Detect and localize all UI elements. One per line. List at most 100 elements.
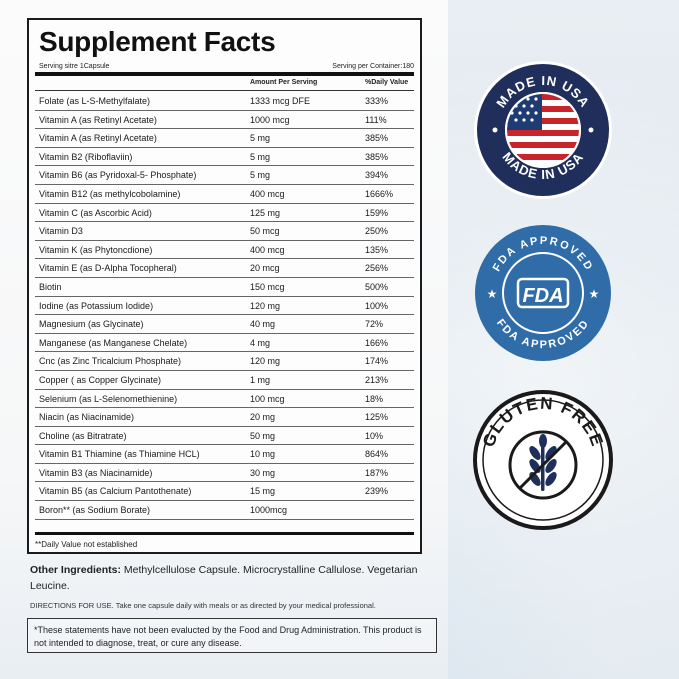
prohibition-circle-icon [508, 430, 578, 500]
nutrient-amount: 1 mg [250, 374, 271, 385]
table-row: Iodine (as Potassium Iodide) 120 mg 100% [35, 297, 414, 316]
made-in-usa-badge: MADE IN USA MADE IN USA [472, 59, 614, 201]
directions-text: Take one capsule daily with meals or as … [113, 601, 376, 610]
table-row: Vitamin B5 (as Calcium Pantothenate) 15 m… [35, 482, 414, 502]
nutrient-daily-value: 187% [365, 467, 389, 478]
nutrient-daily-value: 385% [365, 151, 389, 162]
nutrient-amount: 400 mcg [250, 244, 285, 255]
nutrient-daily-value: 100% [365, 300, 389, 311]
table-row: Folate (as L-S-Methylfalate) 1333 mcg DFE… [35, 92, 414, 111]
nutrient-name: Vitamin K (as Phytoncdione) [39, 244, 153, 255]
nutrient-amount: 10 mg [250, 449, 276, 460]
nutrient-amount: 5 mg [250, 133, 271, 144]
table-row: Vitamin K (as Phytoncdione) 400 mcg 135% [35, 241, 414, 260]
nutrient-amount: 5 mg [250, 170, 271, 181]
nutrient-amount: 20 mg [250, 412, 276, 423]
other-ingredients-label: Other Ingredients: [30, 564, 122, 576]
nutrient-name: Copper ( as Copper Glycinate) [39, 374, 162, 385]
directions-label: DIRECTIONS FOR USE. [30, 601, 114, 610]
table-row: Vitamin B2 (Riboflaviin) 5 mg 385% [35, 148, 414, 167]
nutrient-daily-value: 256% [365, 263, 389, 274]
nutrient-name: Vitamin E (as D-Alpha Tocopheral) [39, 263, 177, 274]
nutrient-name: Niacin (as Niacinamide) [39, 412, 135, 423]
nutrient-amount: 1000 mcg [250, 114, 290, 125]
nutrient-daily-value: 72% [365, 319, 384, 330]
nutrient-name: Choline (as Bitratrate) [39, 430, 127, 441]
nutrient-name: Selenium (as L-Selenomethienine) [39, 393, 178, 404]
fda-approved-seal-icon: FDA ★ ★ FDA APPROVED FDA APPROVED [475, 225, 611, 361]
table-row: Vitamin B1 Thiamine (as Thiamine HCL) 10 … [35, 445, 414, 464]
nutrient-daily-value: 159% [365, 207, 389, 218]
table-row: Selenium (as L-Selenomethienine) 100 mcg 1… [35, 390, 414, 409]
footnote-divider [35, 532, 414, 535]
table-row: Vitamin A (as Retinyl Acetate) 1000 mcg 11… [35, 111, 414, 130]
nutrient-daily-value: 111% [365, 114, 387, 125]
nutrient-amount: 50 mg [250, 430, 276, 441]
nutrient-amount: 150 mcg [250, 281, 285, 292]
nutrient-daily-value: 333% [365, 96, 389, 106]
made-in-usa-seal-icon: MADE IN USA MADE IN USA [474, 61, 612, 199]
nutrient-name: Iodine (as Potassium Iodide) [39, 300, 154, 311]
nutrient-name: Cnc (as Zinc Tricalcium Phosphate) [39, 356, 182, 367]
supplement-facts-panel: Supplement Facts Serving sitre 1Capsule … [27, 18, 422, 554]
nutrient-daily-value: 250% [365, 226, 389, 237]
nutrient-amount: 5 mg [250, 151, 271, 162]
table-row: Manganese (as Manganese Chelate) 4 mg 166% [35, 334, 414, 353]
nutrient-amount: 400 mcg [250, 188, 285, 199]
nutrient-name: Vitamin A (as Retinyl Acetate) [39, 114, 157, 125]
gluten-free-seal-icon: GLUTEN FREE [473, 390, 613, 530]
serving-per-container: Serving per Container:180 [332, 63, 414, 70]
nutrient-name: Vitamin B2 (Riboflaviin) [39, 151, 133, 162]
star-icon-left: ★ [487, 287, 498, 301]
star-icon-right: ★ [589, 287, 600, 301]
nutrient-daily-value: 135% [365, 244, 389, 255]
nutrient-amount: 100 mcg [250, 393, 285, 404]
amount-header: Amount Per Serving [250, 79, 318, 86]
nutrient-amount: 20 mcg [250, 263, 280, 274]
nutrient-name: Vitamin D3 [39, 226, 83, 237]
nutrient-name: Manganese (as Manganese Chelate) [39, 337, 188, 348]
nutrient-daily-value: 125% [365, 412, 389, 423]
table-row: Cnc (as Zinc Tricalcium Phosphate) 120 mg… [35, 352, 414, 371]
other-ingredients-text: Methylcellulose Capsule. Microcrystallin… [30, 564, 418, 592]
table-row: Vitamin C (as Ascorbic Acid) 125 mg 159% [35, 204, 414, 223]
table-row: Vitamin D3 50 mcg 250% [35, 222, 414, 241]
facts-title: Supplement Facts [39, 26, 276, 57]
nutrient-name: Magnesium (as Glycinate) [39, 319, 144, 330]
nutrient-name: Folate (as L-S-Methylfalate) [39, 96, 151, 106]
table-row: Vitamin B6 (as Pyridoxal-5- Phosphate) 5 … [35, 166, 414, 185]
nutrient-name: Vitamin A (as Retinyl Acetate) [39, 133, 157, 144]
fda-approved-badge: FDA ★ ★ FDA APPROVED FDA APPROVED [472, 222, 614, 364]
nutrient-daily-value: 864% [365, 449, 389, 460]
nutrient-amount: 125 mg [250, 207, 281, 218]
nutrient-amount: 40 mg [250, 319, 276, 330]
table-row: Vitamin B12 (as methylcobolamine) 400 mcg… [35, 185, 414, 204]
nutrient-name: Vitamin B5 (as Calcium Pantothenate) [39, 486, 192, 497]
nutrient-name: Vitamin B6 (as Pyridoxal-5- Phosphate) [39, 170, 197, 181]
nutrient-name: Vitamin B1 Thiamine (as Thiamine HCL) [39, 449, 200, 460]
nutrient-daily-value: 385% [365, 133, 389, 144]
fda-disclaimer: *These statements have not been evalucte… [27, 618, 437, 653]
nutrient-daily-value: 18% [365, 393, 384, 404]
nutrient-daily-value: 213% [365, 374, 389, 385]
serving-size: Serving sitre 1Capsule [39, 63, 110, 70]
nutrient-daily-value: 10% [365, 430, 384, 441]
table-row: Magnesium (as Glycinate) 40 mg 72% [35, 315, 414, 334]
nutrient-amount: 1000mcg [250, 505, 288, 516]
thick-divider [35, 72, 414, 76]
nutrient-daily-value: 174% [365, 356, 389, 367]
fda-center-text: FDA [522, 285, 563, 307]
table-row: Niacin (as Niacinamide) 20 mg 125% [35, 408, 414, 427]
footnote: **Daily Value not established [35, 540, 138, 549]
nutrient-name: Biotin [39, 281, 62, 292]
nutrient-amount: 15 mg [250, 486, 276, 497]
nutrient-daily-value: 239% [365, 486, 389, 497]
gluten-free-badge: GLUTEN FREE [472, 389, 614, 531]
table-row: Copper ( as Copper Glycinate) 1 mg 213% [35, 371, 414, 390]
nutrient-amount: 120 mg [250, 356, 281, 367]
nutrient-name: Vitamin B3 (as Niacinamide) [39, 467, 153, 478]
table-row: Vitamin E (as D-Alpha Tocopheral) 20 mcg 2… [35, 259, 414, 278]
other-ingredients: Other Ingredients: Methylcellulose Capsu… [30, 562, 442, 594]
directions: DIRECTIONS FOR USE. Take one capsule dai… [30, 601, 442, 610]
daily-value-header: %Daily Value [365, 79, 409, 86]
